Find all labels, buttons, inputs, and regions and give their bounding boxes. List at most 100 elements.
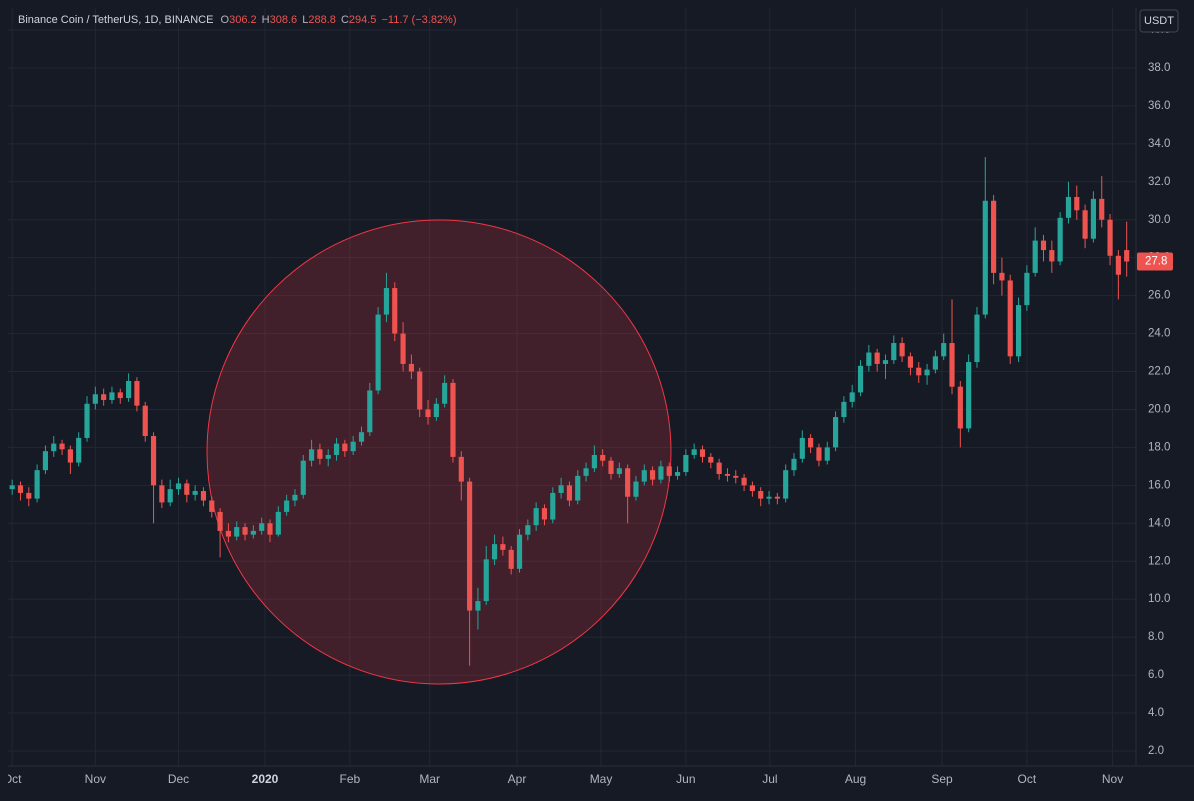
candle-body	[475, 601, 481, 611]
candle-body	[674, 472, 681, 476]
y-tick-label: 14.0	[1148, 517, 1170, 529]
candle-body	[841, 401, 847, 418]
candle-body	[425, 409, 431, 418]
candle-body	[691, 449, 697, 455]
candle-body	[1040, 240, 1047, 251]
candle-body	[849, 392, 855, 402]
candle-body	[633, 481, 639, 497]
candle-body	[101, 394, 107, 400]
candle-body	[483, 559, 489, 602]
candle-body	[966, 362, 972, 429]
candle-body	[824, 447, 830, 461]
candle-body	[749, 485, 755, 492]
candle-body	[808, 437, 814, 448]
candle-body	[225, 530, 231, 537]
legend: Binance Coin / TetherUS, 1D, BINANCE O30…	[18, 14, 457, 26]
candle-body	[866, 352, 872, 366]
candle-body	[1049, 250, 1055, 262]
candle-body	[408, 363, 414, 372]
candle-body	[1115, 255, 1121, 275]
candle-body	[142, 405, 148, 437]
candle-body	[242, 527, 248, 535]
candles	[9, 157, 1130, 666]
candle-body	[292, 494, 298, 501]
x-tick-label: Oct	[1018, 772, 1037, 786]
candle-body	[924, 369, 930, 376]
change: −11.7 (−3.82%)	[381, 14, 456, 26]
candle-body	[683, 454, 689, 473]
candle-body	[9, 485, 15, 490]
candle-body	[375, 314, 381, 391]
candle-body	[999, 272, 1005, 281]
candle-body	[783, 470, 789, 499]
x-tick-label: Apr	[508, 772, 527, 786]
ohlc-key: L	[302, 14, 308, 26]
candle-body	[59, 443, 65, 450]
candle-body	[1074, 196, 1080, 211]
x-tick-label: Feb	[339, 772, 360, 786]
x-tick-label: May	[590, 772, 613, 786]
y-tick-label: 12.0	[1148, 555, 1170, 567]
candle-body	[974, 314, 980, 363]
candle-body	[134, 380, 140, 406]
candle-body	[666, 466, 672, 476]
candle-body	[516, 534, 523, 569]
candle-body	[167, 489, 173, 503]
candle-body	[491, 544, 498, 560]
candle-body	[874, 352, 880, 364]
candle-body	[433, 403, 439, 418]
candle-body	[1099, 198, 1105, 220]
ohlc-value: 306.2	[229, 14, 257, 26]
candle-body	[916, 367, 922, 376]
candle-body	[217, 511, 223, 531]
candle-body	[109, 392, 115, 400]
y-tick-label: 34.0	[1148, 138, 1170, 150]
candle-body	[284, 500, 290, 512]
candle-body	[200, 491, 207, 501]
candle-body	[1090, 198, 1096, 239]
candle-body	[275, 511, 281, 535]
currency-box[interactable]	[1139, 9, 1179, 33]
candle-body	[500, 544, 506, 550]
candle-body	[1082, 210, 1088, 239]
candle-body	[882, 360, 889, 364]
ohlc-key: H	[262, 14, 270, 26]
candle-body	[51, 443, 57, 452]
ohlc-key: O	[221, 14, 230, 26]
candle-body	[1124, 250, 1130, 262]
candle-body	[42, 451, 49, 471]
candle-body	[991, 200, 997, 273]
candle-body	[724, 473, 731, 476]
candle-body	[250, 530, 256, 535]
candle-body	[467, 481, 473, 611]
y-tick-label: 26.0	[1148, 290, 1170, 302]
candle-body	[1107, 219, 1113, 256]
y-tick-label: 30.0	[1148, 214, 1170, 226]
candle-body	[350, 441, 356, 452]
candle-body	[799, 437, 805, 459]
candle-body	[192, 491, 198, 495]
candle-body	[209, 500, 215, 512]
candle-body	[733, 475, 739, 478]
candle-body	[1057, 217, 1063, 262]
candle-body	[583, 468, 589, 476]
candle-body	[899, 343, 905, 357]
candle-body	[716, 462, 722, 474]
y-tick-label: 2.0	[1148, 745, 1164, 757]
candle-body	[891, 343, 897, 361]
candle-body	[342, 443, 348, 452]
candle-body	[400, 333, 406, 364]
candle-body	[508, 549, 514, 569]
currency-label: USDT	[1144, 15, 1174, 27]
y-tick-label: 10.0	[1148, 593, 1170, 605]
x-tick-label: Aug	[845, 772, 866, 786]
y-tick-label: 8.0	[1148, 631, 1164, 643]
x-tick-label: Sep	[931, 772, 953, 786]
candle-body	[616, 468, 622, 474]
candle-body	[442, 382, 448, 404]
candle-body	[1024, 272, 1030, 306]
candle-body	[317, 449, 323, 459]
